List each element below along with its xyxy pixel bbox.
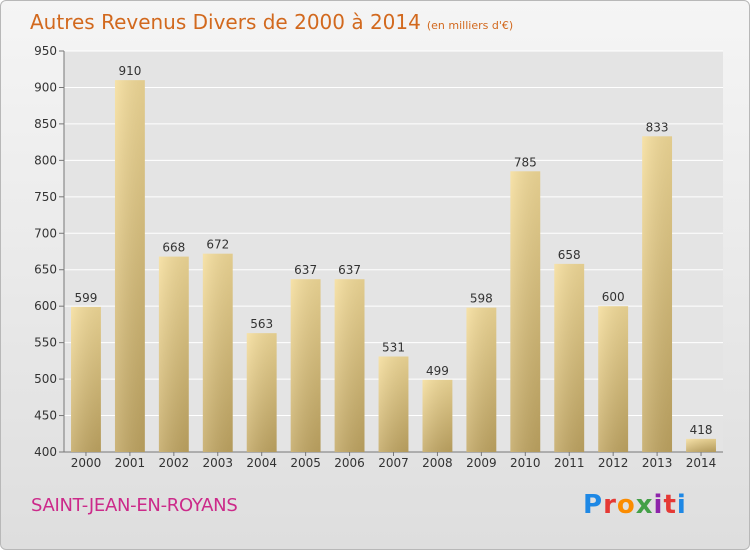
data-label: 598	[470, 292, 493, 306]
bar-shade	[554, 263, 585, 452]
data-label: 637	[294, 263, 317, 277]
bar-shade	[202, 253, 233, 452]
data-label: 599	[75, 291, 98, 305]
bar-shade	[290, 279, 321, 452]
x-tick-label: 2002	[159, 456, 190, 470]
logo-letter: x	[635, 490, 654, 520]
y-tick-label: 450	[34, 409, 57, 423]
x-tick-label: 2012	[598, 456, 629, 470]
x-tick-label: 2005	[290, 456, 321, 470]
data-label: 658	[558, 248, 581, 262]
data-label: 563	[250, 317, 273, 331]
proxiti-logo: Proxiti	[583, 490, 687, 520]
logo-letter: i	[676, 490, 687, 520]
y-tick-label: 950	[34, 44, 57, 58]
bar-shade	[510, 171, 541, 453]
data-label: 785	[514, 155, 537, 169]
x-tick-label: 2013	[642, 456, 673, 470]
data-label: 600	[602, 290, 625, 304]
logo-letter: r	[603, 490, 617, 520]
x-tick-label: 2004	[246, 456, 277, 470]
logo-letter: t	[663, 490, 677, 520]
location-name: SAINT-JEAN-EN-ROYANS	[31, 495, 238, 516]
chart-subtitle: (en milliers d'€)	[426, 19, 514, 32]
bar-shade	[71, 306, 101, 452]
data-label: 672	[206, 238, 229, 252]
data-label: 668	[162, 241, 185, 255]
y-tick-label: 700	[34, 226, 57, 240]
data-label: 833	[646, 120, 669, 134]
y-tick-label: 850	[34, 117, 57, 131]
bar-shade	[466, 307, 497, 452]
x-tick-label: 2007	[378, 456, 409, 470]
bar-shade	[334, 279, 365, 452]
x-tick-label: 2006	[334, 456, 365, 470]
bar-shade	[158, 256, 189, 452]
x-tick-label: 2010	[510, 456, 541, 470]
chart-title-line: Autres Revenus Divers de 2000 à 2014 (en …	[30, 10, 513, 34]
logo-letter: P	[583, 490, 604, 520]
x-tick-label: 2001	[115, 456, 146, 470]
bar-shade	[378, 356, 409, 452]
data-label: 910	[118, 64, 141, 78]
bar-shade	[422, 379, 453, 452]
y-tick-label: 400	[34, 445, 57, 459]
y-tick-label: 800	[34, 153, 57, 167]
y-tick-label: 550	[34, 336, 57, 350]
y-tick-label: 650	[34, 263, 57, 277]
x-tick-label: 2011	[554, 456, 585, 470]
y-tick-label: 600	[34, 299, 57, 313]
y-tick-label: 900	[34, 80, 57, 94]
y-tick-label: 500	[34, 372, 57, 386]
bar-shade	[642, 136, 673, 452]
x-tick-label: 2014	[686, 456, 717, 470]
logo-letter: o	[616, 490, 636, 520]
data-label: 531	[382, 340, 405, 354]
logo-letter: i	[653, 490, 664, 520]
data-label: 418	[690, 423, 713, 437]
bar-shade	[686, 438, 716, 452]
data-label: 637	[338, 263, 361, 277]
x-tick-label: 2009	[466, 456, 497, 470]
chart-title: Autres Revenus Divers de 2000 à 2014	[30, 10, 421, 34]
x-tick-label: 2008	[422, 456, 453, 470]
y-tick-label: 750	[34, 190, 57, 204]
bar-shade	[114, 80, 145, 452]
bar-shade	[246, 333, 277, 452]
x-tick-label: 2003	[202, 456, 233, 470]
x-tick-label: 2000	[71, 456, 102, 470]
bar-shade	[598, 306, 629, 452]
data-label: 499	[426, 364, 449, 378]
